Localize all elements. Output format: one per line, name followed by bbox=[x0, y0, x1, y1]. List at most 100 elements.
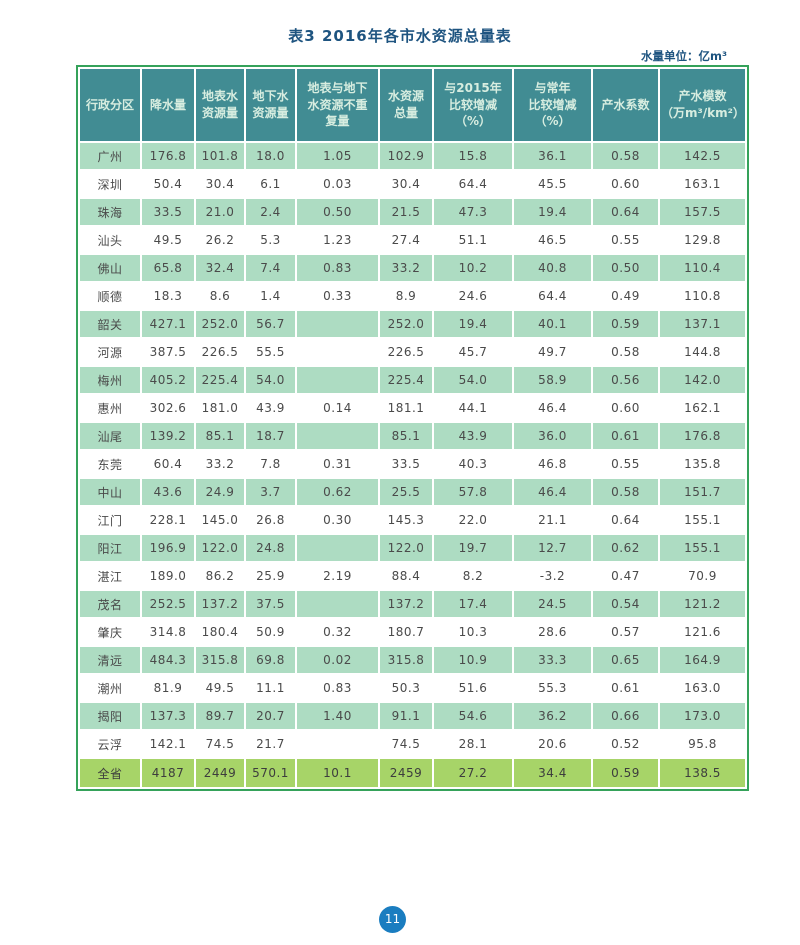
table-cell: 95.8 bbox=[660, 731, 745, 757]
table-cell: 157.5 bbox=[660, 199, 745, 225]
table-cell bbox=[297, 367, 378, 393]
row-label: 湛江 bbox=[80, 563, 140, 589]
table-cell: 86.2 bbox=[196, 563, 244, 589]
table-cell: 55.3 bbox=[514, 675, 591, 701]
table-cell: 27.2 bbox=[434, 759, 512, 787]
table-row: 东莞 60.4 33.2 7.8 0.31 33.5 40.3 46.8 0.55 135.8 bbox=[80, 451, 745, 477]
unit-note: 水量单位：亿m³ bbox=[640, 49, 727, 63]
table-cell: 64.4 bbox=[434, 171, 512, 197]
table-cell: 24.6 bbox=[434, 283, 512, 309]
table-cell: 51.6 bbox=[434, 675, 512, 701]
table-cell: 50.9 bbox=[246, 619, 295, 645]
table-cell: 17.4 bbox=[434, 591, 512, 617]
table-cell: 252.0 bbox=[196, 311, 244, 337]
table-cell: 181.1 bbox=[380, 395, 432, 421]
table-cell: 40.8 bbox=[514, 255, 591, 281]
table-cell: 176.8 bbox=[142, 143, 194, 169]
table-cell: 54.6 bbox=[434, 703, 512, 729]
table-cell: 8.9 bbox=[380, 283, 432, 309]
table-cell: 0.65 bbox=[593, 647, 658, 673]
table-cell: 181.0 bbox=[196, 395, 244, 421]
row-label: 江门 bbox=[80, 507, 140, 533]
table-cell: 0.47 bbox=[593, 563, 658, 589]
header-cell: 地表与地下 水资源不重 复量 bbox=[297, 69, 378, 141]
table-cell: 0.52 bbox=[593, 731, 658, 757]
row-label: 河源 bbox=[80, 339, 140, 365]
water-resources-table: 行政分区 降水量 地表水 资源量 地下水 资源量 地表与地下 水资源不重 复量 水资源 总… bbox=[76, 65, 749, 791]
table-cell: 40.3 bbox=[434, 451, 512, 477]
table-cell bbox=[297, 591, 378, 617]
table-cell: 34.4 bbox=[514, 759, 591, 787]
table-cell: 51.1 bbox=[434, 227, 512, 253]
table-cell: -3.2 bbox=[514, 563, 591, 589]
table-cell: 0.59 bbox=[593, 311, 658, 337]
table-cell: 20.7 bbox=[246, 703, 295, 729]
row-label: 汕头 bbox=[80, 227, 140, 253]
table-cell: 46.4 bbox=[514, 479, 591, 505]
table-cell: 44.1 bbox=[434, 395, 512, 421]
table-cell: 0.50 bbox=[593, 255, 658, 281]
table-cell: 32.4 bbox=[196, 255, 244, 281]
table-cell: 45.5 bbox=[514, 171, 591, 197]
table-cell: 226.5 bbox=[380, 339, 432, 365]
table-cell: 0.61 bbox=[593, 423, 658, 449]
table-cell: 0.66 bbox=[593, 703, 658, 729]
table-row: 湛江 189.0 86.2 25.9 2.19 88.4 8.2 -3.2 0.47 70.9 bbox=[80, 563, 745, 589]
table-cell: 70.9 bbox=[660, 563, 745, 589]
table-cell: 102.9 bbox=[380, 143, 432, 169]
table-cell: 121.2 bbox=[660, 591, 745, 617]
table-cell: 22.0 bbox=[434, 507, 512, 533]
table-cell: 164.9 bbox=[660, 647, 745, 673]
table-cell: 0.59 bbox=[593, 759, 658, 787]
table-cell: 64.4 bbox=[514, 283, 591, 309]
table-cell: 45.7 bbox=[434, 339, 512, 365]
table-row: 梅州 405.2 225.4 54.0 225.4 54.0 58.9 0.56 142.0 bbox=[80, 367, 745, 393]
table-row: 云浮 142.1 74.5 21.7 74.5 28.1 20.6 0.52 95.8 bbox=[80, 731, 745, 757]
table-cell: 137.2 bbox=[380, 591, 432, 617]
table-cell: 55.5 bbox=[246, 339, 295, 365]
table-cell: 137.1 bbox=[660, 311, 745, 337]
row-label: 清远 bbox=[80, 647, 140, 673]
table-cell: 163.1 bbox=[660, 171, 745, 197]
table-cell: 0.64 bbox=[593, 199, 658, 225]
table-cell: 0.33 bbox=[297, 283, 378, 309]
table-row: 茂名 252.5 137.2 37.5 137.2 17.4 24.5 0.54 121.2 bbox=[80, 591, 745, 617]
table-cell: 0.58 bbox=[593, 143, 658, 169]
table-cell: 162.1 bbox=[660, 395, 745, 421]
table-cell: 176.8 bbox=[660, 423, 745, 449]
table-row: 韶关 427.1 252.0 56.7 252.0 19.4 40.1 0.59 137.1 bbox=[80, 311, 745, 337]
table-cell: 21.0 bbox=[196, 199, 244, 225]
table-cell: 50.3 bbox=[380, 675, 432, 701]
table-cell: 54.0 bbox=[246, 367, 295, 393]
table-cell: 0.49 bbox=[593, 283, 658, 309]
table-cell: 15.8 bbox=[434, 143, 512, 169]
table-cell: 18.3 bbox=[142, 283, 194, 309]
table-cell: 0.03 bbox=[297, 171, 378, 197]
table-cell: 36.1 bbox=[514, 143, 591, 169]
table-row: 汕尾 139.2 85.1 18.7 85.1 43.9 36.0 0.61 176.8 bbox=[80, 423, 745, 449]
table-cell: 122.0 bbox=[196, 535, 244, 561]
table-cell: 228.1 bbox=[142, 507, 194, 533]
table-cell: 155.1 bbox=[660, 507, 745, 533]
table-cell: 33.2 bbox=[380, 255, 432, 281]
table-cell: 74.5 bbox=[380, 731, 432, 757]
table-cell: 138.5 bbox=[660, 759, 745, 787]
row-label: 茂名 bbox=[80, 591, 140, 617]
row-label: 佛山 bbox=[80, 255, 140, 281]
table-cell: 37.5 bbox=[246, 591, 295, 617]
table-cell: 484.3 bbox=[142, 647, 194, 673]
table-cell: 0.55 bbox=[593, 451, 658, 477]
table-cell: 1.4 bbox=[246, 283, 295, 309]
table-cell: 122.0 bbox=[380, 535, 432, 561]
table-cell: 10.1 bbox=[297, 759, 378, 787]
table-cell: 137.2 bbox=[196, 591, 244, 617]
table-cell: 129.8 bbox=[660, 227, 745, 253]
row-label: 深圳 bbox=[80, 171, 140, 197]
row-label: 东莞 bbox=[80, 451, 140, 477]
table-cell: 46.8 bbox=[514, 451, 591, 477]
table-cell: 7.4 bbox=[246, 255, 295, 281]
table-cell bbox=[297, 535, 378, 561]
page-number-badge: 11 bbox=[379, 906, 406, 933]
table-cell: 10.2 bbox=[434, 255, 512, 281]
